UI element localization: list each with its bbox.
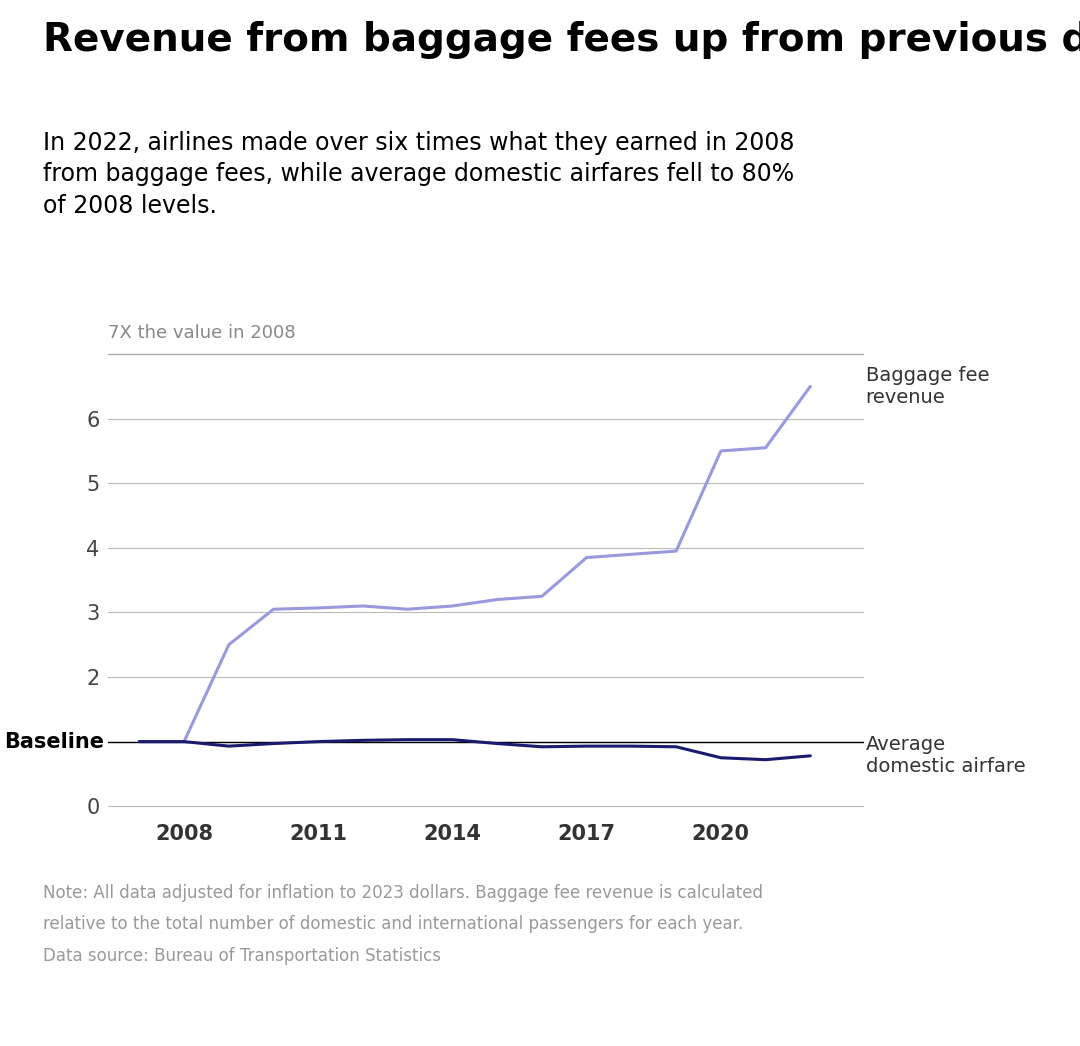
Text: Average
domestic airfare: Average domestic airfare: [865, 735, 1025, 776]
Text: Note: All data adjusted for inflation to 2023 dollars. Baggage fee revenue is ca: Note: All data adjusted for inflation to…: [43, 884, 764, 902]
Text: 7X the value in 2008: 7X the value in 2008: [108, 323, 296, 342]
Text: Baggage fee
revenue: Baggage fee revenue: [865, 366, 989, 407]
Text: Baseline: Baseline: [4, 731, 104, 752]
Text: Data source: Bureau of Transportation Statistics: Data source: Bureau of Transportation St…: [43, 947, 442, 964]
Text: Revenue from baggage fees up from previous decade: Revenue from baggage fees up from previo…: [43, 21, 1080, 59]
Text: In 2022, airlines made over six times what they earned in 2008
from baggage fees: In 2022, airlines made over six times wh…: [43, 131, 795, 218]
Text: relative to the total number of domestic and international passengers for each y: relative to the total number of domestic…: [43, 915, 743, 933]
